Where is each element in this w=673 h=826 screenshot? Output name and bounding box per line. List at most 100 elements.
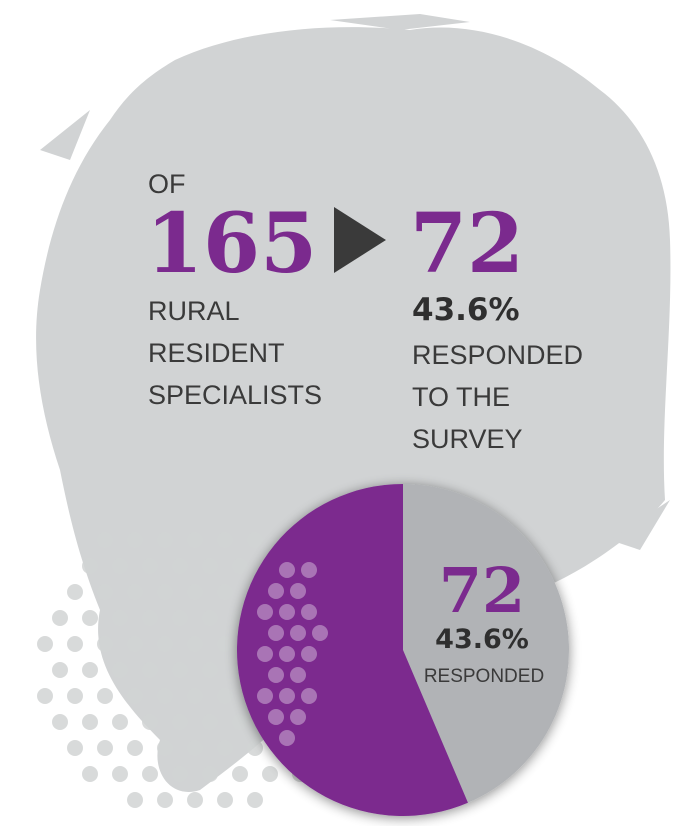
dot [232,766,248,782]
dot [202,558,218,574]
dot [67,584,83,600]
dot [187,740,203,756]
dot [247,740,263,756]
dot [37,688,53,704]
dot [112,610,128,626]
dot [187,792,203,808]
dot [279,688,295,704]
dot [257,604,273,620]
dot [187,584,203,600]
pie-value-label: 43.6% [435,624,529,655]
dot [142,766,158,782]
pie-count-label: 72 [439,554,525,627]
dot [127,532,143,548]
responded-label: SURVEY [412,424,523,454]
dot [157,740,173,756]
dot [268,667,284,683]
dot [217,532,233,548]
dot [312,625,328,641]
responded-number: 72 [410,196,524,292]
dot [52,662,68,678]
dot [52,714,68,730]
dot [202,714,218,730]
dot [217,636,233,652]
dot [67,688,83,704]
dot [172,558,188,574]
dot [112,766,128,782]
dot [67,636,83,652]
dot [279,646,295,662]
responded-percent: 43.6% [412,292,520,328]
dot [157,636,173,652]
dot [301,688,317,704]
dot [127,636,143,652]
dot [82,558,98,574]
dot [172,662,188,678]
dot [172,714,188,730]
dot [112,558,128,574]
total-number: 165 [146,196,317,292]
dot [301,646,317,662]
dot [127,584,143,600]
dot [142,558,158,574]
dot [37,636,53,652]
dot [217,792,233,808]
dot [262,766,278,782]
dot [217,584,233,600]
dot [82,714,98,730]
dot [290,667,306,683]
dot [257,688,273,704]
dot [268,709,284,725]
dot [172,766,188,782]
dot [290,709,306,725]
pie-category-label: RESPONDED [424,666,544,687]
dot [187,636,203,652]
dot [232,558,248,574]
dot [187,688,203,704]
dot [67,740,83,756]
dot [202,610,218,626]
dot [268,583,284,599]
dot [187,532,203,548]
responded-label: TO THE [412,382,510,412]
dot [127,792,143,808]
dot [247,792,263,808]
dot [217,740,233,756]
dot [202,662,218,678]
dot [290,583,306,599]
dot [157,792,173,808]
dot [279,730,295,746]
dot [52,610,68,626]
total-label: SPECIALISTS [148,380,322,410]
dot [217,688,233,704]
dot [97,532,113,548]
dot [97,584,113,600]
dot [127,740,143,756]
dot [82,766,98,782]
dot [157,688,173,704]
dot [112,714,128,730]
dot [97,688,113,704]
dot [142,662,158,678]
dot [232,714,248,730]
dot [142,610,158,626]
dot [247,532,263,548]
dot [97,740,113,756]
dot [157,584,173,600]
dot [82,610,98,626]
infographic: OF 165 72 RURAL RESIDENT SPECIALISTS 43.… [0,0,673,826]
dot [290,625,306,641]
dot [127,688,143,704]
dot [202,766,218,782]
total-label: RURAL [148,296,240,326]
dot [301,562,317,578]
dot [279,562,295,578]
dot [157,532,173,548]
dot [97,636,113,652]
dot [279,604,295,620]
dot [142,714,158,730]
of-label: OF [148,169,186,199]
dot [301,604,317,620]
dot [172,610,188,626]
dot [82,662,98,678]
